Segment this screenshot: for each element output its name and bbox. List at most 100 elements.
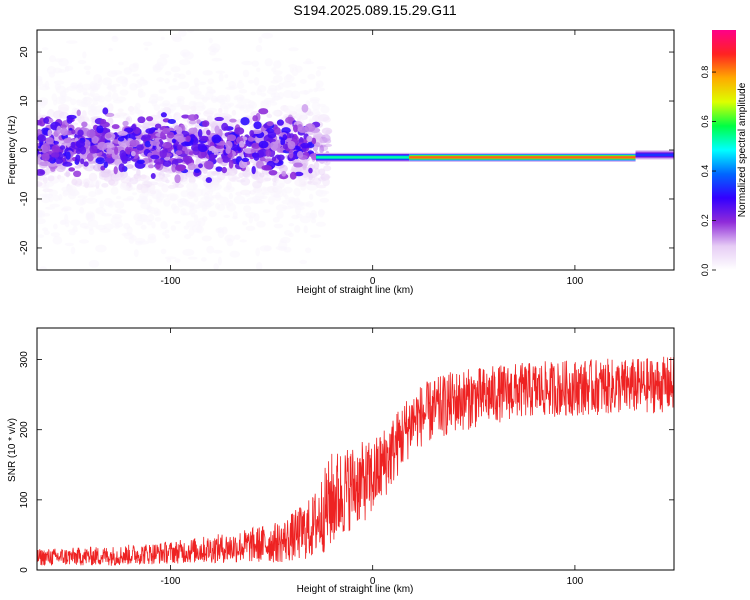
spectrogram-noise-cell [49, 55, 56, 63]
spectrogram-noise-cell [77, 114, 85, 124]
spectrogram-band-cell [50, 152, 60, 158]
spectrogram-noise-cell [134, 109, 145, 115]
spectrogram-band-cell [162, 160, 172, 167]
spectrogram-noise-cell [295, 113, 307, 121]
spectrogram-band-cell [79, 146, 87, 155]
spectrogram-band-cell [42, 143, 51, 153]
spectrogram-noise-cell [191, 224, 203, 233]
spectrogram-band-cell [45, 137, 54, 145]
spectrogram-noise-cell [108, 179, 116, 186]
spectrogram-noise-cell [46, 108, 55, 118]
spectrogram-noise-cell [37, 234, 45, 238]
spectrogram-band-cell [225, 140, 233, 150]
spectrogram-noise-cell [137, 91, 146, 98]
spectrogram-noise-cell [215, 192, 221, 201]
spectrogram-noise-cell [316, 184, 327, 189]
spectrogram-noise-cell [236, 179, 246, 183]
spectrogram-noise-cell [128, 187, 136, 191]
spectrogram-noise-cell [125, 117, 131, 122]
spectrogram-noise-cell [164, 229, 170, 234]
spectrogram-noise-cell [97, 95, 106, 103]
spectrogram-noise-cell [320, 105, 330, 114]
spectrogram-band-cell [75, 149, 82, 155]
spectrogram-noise-cell [114, 200, 125, 209]
spectrogram-band-cell [174, 158, 184, 164]
spectrogram-noise-cell [160, 221, 168, 230]
spectrogram-noise-cell [41, 47, 49, 51]
spectrogram-band-cell [282, 143, 288, 150]
spectrogram-x-label: Height of straight line (km) [297, 285, 414, 296]
spectrogram-noise-cell [208, 210, 217, 218]
spectrogram-noise-cell [156, 57, 168, 67]
spectrogram-noise-cell [256, 67, 261, 73]
spectrogram-band-cell [105, 133, 112, 139]
spectrogram-band-cell [174, 174, 181, 184]
spectrogram-noise-cell [83, 65, 92, 71]
spectrogram-noise-cell [133, 249, 139, 258]
spectrogram-noise-cell [266, 88, 278, 95]
spectrogram-noise-cell [111, 92, 119, 101]
spectrogram-band-cell [306, 135, 313, 143]
spectrogram-noise-cell [275, 180, 286, 188]
spectrogram-noise-cell [85, 197, 98, 204]
spectrogram-noise-cell [251, 60, 259, 67]
spectrogram-noise-cell [142, 122, 150, 130]
spectrogram-noise-cell [284, 194, 289, 200]
spectrogram-noise-cell [75, 199, 86, 206]
spectrogram-noise-cell [47, 175, 55, 182]
spectrogram-y-tick-label: 20 [19, 46, 30, 58]
spectrogram-noise-cell [156, 77, 165, 82]
spectrogram-noise-cell [210, 43, 221, 52]
spectrogram-band-cell [240, 117, 250, 126]
spectrogram-noise-cell [294, 65, 303, 73]
spectrogram-band-cell [37, 134, 46, 142]
spectrogram-noise-cell [42, 227, 48, 232]
spectrogram-noise-cell [136, 183, 143, 191]
spectrogram-noise-cell [316, 66, 327, 70]
spectrogram-noise-cell [218, 73, 224, 82]
spectrogram-noise-cell [206, 245, 215, 254]
spectrogram-noise-cell [56, 24, 65, 28]
spectrogram-band-cell [251, 142, 261, 149]
spectrogram-band-cell [187, 162, 196, 171]
spectrogram-noise-cell [186, 30, 195, 33]
spectrogram-noise-cell [146, 181, 159, 186]
spectrogram-noise-cell [324, 138, 332, 144]
spectrogram-noise-cell [200, 257, 207, 262]
spectrogram-noise-cell [256, 261, 263, 270]
spectrogram-noise-cell [164, 71, 172, 76]
spectrogram-band-cell [188, 151, 194, 156]
spectrogram-image [37, 24, 674, 270]
spectrogram-band-cell [60, 127, 68, 136]
spectrogram-noise-cell [261, 32, 274, 39]
spectrogram-noise-cell [118, 61, 124, 66]
spectrogram-noise-cell [79, 207, 85, 214]
chart-title: S194.2025.089.15.29.G11 [293, 2, 457, 18]
spectrogram-noise-cell [77, 195, 88, 199]
spectrogram-noise-cell [202, 201, 215, 207]
spectrogram-noise-cell [272, 216, 280, 223]
spectrogram-band-cell [288, 133, 295, 138]
spectrogram-noise-cell [319, 145, 324, 154]
colorbar-tick-label: 0.0 [700, 264, 710, 277]
spectrogram-noise-cell [101, 172, 110, 178]
spectrogram-noise-cell [108, 204, 114, 208]
spectrogram-band-cell [147, 164, 155, 169]
spectrogram-band-cell [238, 159, 248, 169]
spectrogram-noise-cell [157, 30, 166, 32]
spectrogram-noise-cell [179, 59, 191, 66]
spectrogram-band-cell [258, 108, 269, 115]
spectrogram-band-cell [176, 144, 183, 151]
spectrogram-noise-cell [264, 58, 273, 67]
spectrogram-noise-cell [193, 196, 199, 203]
spectrogram-band-cell [63, 137, 72, 144]
spectrogram-noise-cell [88, 191, 97, 198]
spectrogram-noise-cell [89, 81, 98, 90]
spectrogram-noise-cell [302, 162, 307, 171]
spectrogram-noise-cell [83, 225, 90, 230]
spectrogram-band-cell [104, 156, 115, 164]
spectrogram-noise-cell [255, 44, 263, 53]
spectrogram-noise-cell [224, 74, 229, 79]
spectrogram-band-cell [99, 121, 110, 128]
spectrogram-noise-cell [278, 241, 288, 250]
